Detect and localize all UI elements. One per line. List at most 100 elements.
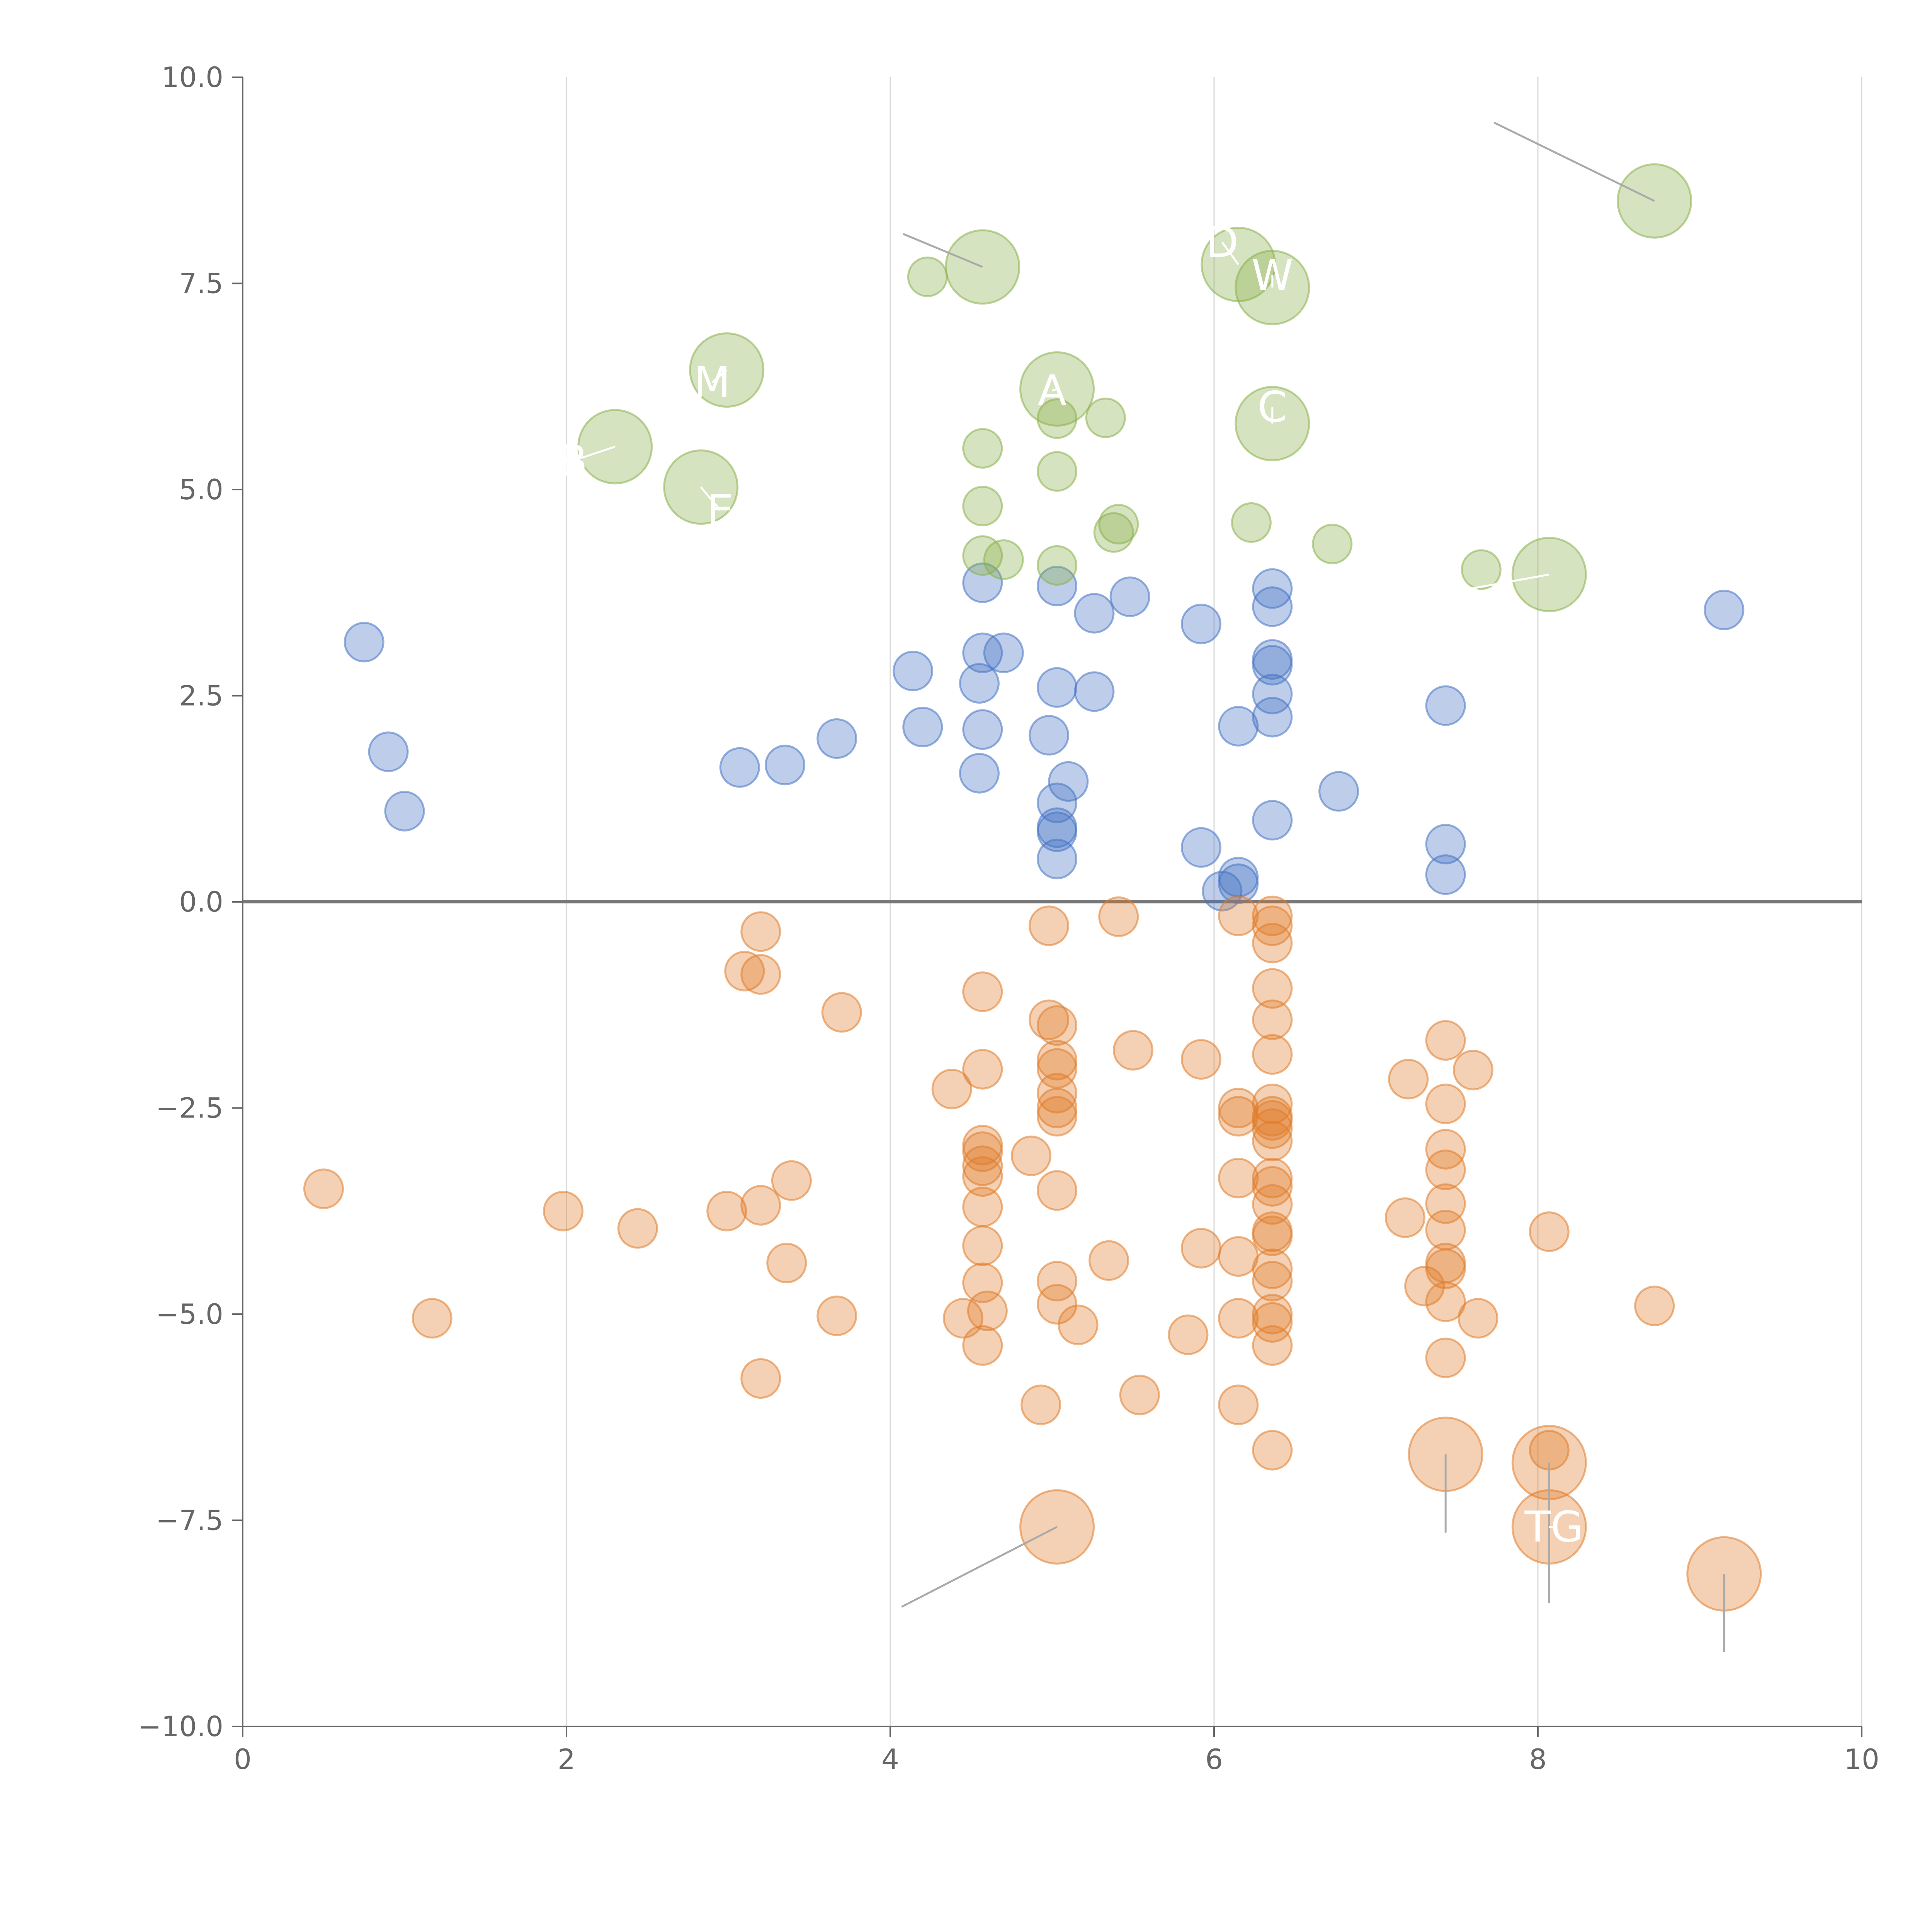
x-tick-label: 2 (558, 1743, 575, 1776)
orange-data-point (1452, 1049, 1493, 1090)
orange-data-point (962, 1325, 1003, 1366)
green-data-point (1231, 502, 1272, 543)
y-tick-label: 5.0 (179, 473, 223, 506)
blue-data-point (1037, 566, 1078, 607)
data-points (303, 163, 1762, 1612)
orange-data-point (1384, 1197, 1425, 1238)
bubble-label: TG (1524, 1502, 1583, 1552)
leader-line (572, 446, 616, 462)
orange-data-point (1020, 1384, 1061, 1425)
blue-data-point (902, 707, 943, 748)
blue-data-point (1218, 706, 1259, 747)
bubble-label: W (1251, 250, 1293, 300)
orange-data-point (617, 1208, 658, 1249)
bubble-label: E (707, 485, 734, 535)
orange-data-point (1252, 1100, 1293, 1141)
blue-data-point (1029, 715, 1070, 756)
orange-data-point (1029, 999, 1070, 1040)
green-data-point (1037, 545, 1078, 586)
orange-data-point (1388, 1059, 1429, 1100)
green-data-point (962, 486, 1003, 527)
orange-data-point (1252, 999, 1293, 1040)
orange-data-point (1529, 1211, 1570, 1252)
blue-data-point (959, 753, 1000, 794)
green-data-point (983, 539, 1024, 580)
orange-data-point (771, 1160, 812, 1201)
bubble-label: M (694, 358, 731, 407)
blue-data-point (1425, 854, 1466, 895)
green-data-point (962, 428, 1003, 469)
orange-data-point (1058, 1304, 1099, 1345)
blue-data-point (1218, 863, 1259, 904)
orange-data-point (1425, 1129, 1466, 1170)
blue-data-point (1037, 782, 1078, 823)
orange-data-point (1252, 1430, 1293, 1471)
orange-data-point (1113, 1030, 1153, 1071)
orange-data-point (1168, 1314, 1209, 1355)
blue-data-point (1252, 800, 1293, 841)
orange-data-point (706, 1190, 747, 1231)
blue-data-point (816, 718, 857, 759)
x-tick-label: 8 (1529, 1743, 1547, 1776)
orange-data-point (1252, 1215, 1293, 1256)
green-data-point (962, 535, 1003, 576)
orange-data-point (1037, 1261, 1078, 1302)
green-data-point (907, 256, 948, 297)
orange-data-point (1098, 896, 1139, 937)
orange-data-point (967, 1290, 1008, 1331)
orange-data-point (1252, 1108, 1293, 1149)
blue-data-point (1704, 590, 1745, 631)
orange-data-point (1252, 905, 1293, 946)
blue-data-point (1074, 671, 1115, 712)
orange-data-point (724, 951, 765, 992)
bubble-labels: B E M A DW C G TG (558, 218, 1583, 1552)
blue-data-point (1037, 838, 1078, 879)
orange-data-point (1037, 1073, 1078, 1114)
orange-data-point (1011, 1135, 1052, 1176)
orange-data-point (1218, 1158, 1259, 1199)
blue-data-point (384, 791, 425, 832)
blue-data-point (1425, 824, 1466, 865)
orange-data-point (1119, 1374, 1160, 1415)
y-tick-label: 2.5 (179, 680, 223, 712)
orange-data-point (962, 1049, 1003, 1090)
leader-line (1052, 388, 1058, 392)
orange-data-point (1029, 905, 1070, 946)
blue-data-point (1180, 827, 1221, 868)
orange-data-point (1634, 1286, 1675, 1327)
orange-data-point (816, 1295, 857, 1336)
blue-data-point (1252, 586, 1293, 627)
blue-data-point (1252, 673, 1293, 714)
orange-data-point (1088, 1240, 1129, 1281)
orange-data-point (412, 1298, 452, 1339)
orange-data-point (740, 1358, 781, 1399)
orange-data-point (766, 1243, 807, 1284)
blue-data-point (983, 633, 1024, 673)
orange-data-point (962, 971, 1003, 1012)
orange-data-point (931, 1068, 972, 1109)
bubble-label: G (1432, 568, 1465, 617)
orange-data-point (962, 1131, 1003, 1172)
blue-data-point (1074, 593, 1115, 634)
y-tick-label: 0.0 (179, 886, 223, 918)
green-data-point (1093, 512, 1134, 553)
blue-data-point (1180, 604, 1221, 645)
leader-line (1449, 573, 1549, 594)
orange-data-point (1425, 1248, 1466, 1289)
x-tick-label: 4 (881, 1743, 899, 1776)
blue-data-point (1109, 576, 1150, 617)
orange-data-point (1037, 1040, 1078, 1081)
orange-data-point (1218, 1298, 1259, 1339)
orange-data-point (303, 1168, 344, 1209)
orange-data-point (1218, 1096, 1259, 1137)
bubble-label: C (1257, 383, 1287, 432)
orange-data-point (1252, 1302, 1293, 1343)
orange-data-point (1037, 1096, 1078, 1137)
orange-data-point (1180, 1039, 1221, 1080)
orange-data-point (1037, 1088, 1078, 1128)
orange-data-point (1252, 1261, 1293, 1302)
orange-data-point (1252, 968, 1293, 1009)
orange-data-point (1425, 1337, 1466, 1378)
orange-data-point (1037, 1284, 1078, 1325)
orange-data-point (1037, 1005, 1078, 1046)
